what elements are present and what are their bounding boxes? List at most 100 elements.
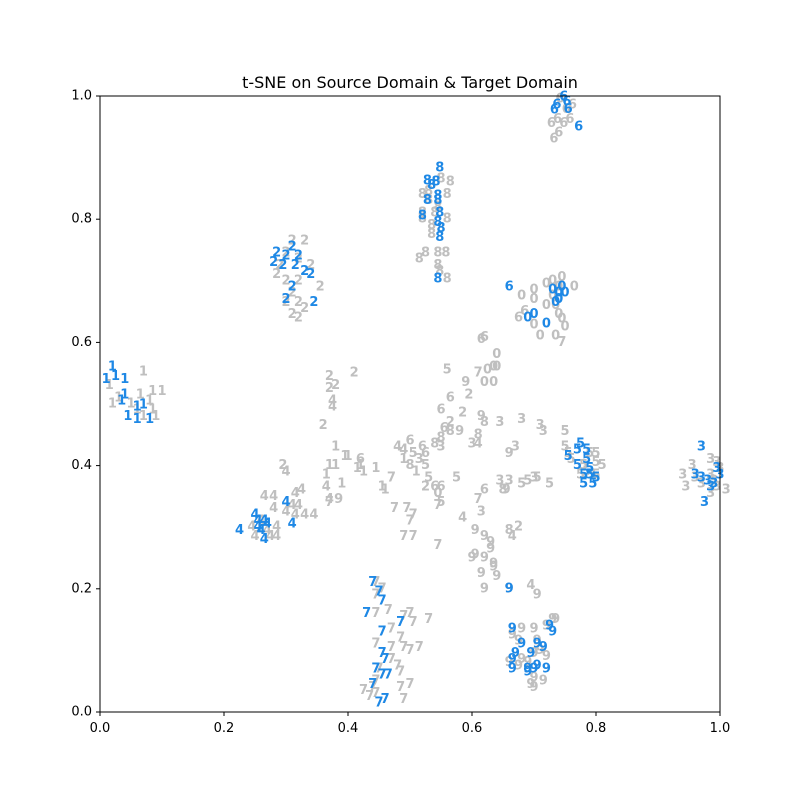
point-digit-3: 3 <box>706 480 715 495</box>
point-digit-9: 9 <box>508 652 517 667</box>
point-digit-7: 7 <box>374 695 383 710</box>
point-digit-2: 2 <box>272 246 281 261</box>
point-digit-1: 1 <box>105 378 114 393</box>
point-digit-2: 2 <box>446 415 455 430</box>
x-tick-label: 0.6 <box>462 721 483 736</box>
point-digit-7: 7 <box>399 640 408 655</box>
point-digit-7: 7 <box>368 680 377 695</box>
point-digit-2: 2 <box>306 258 315 273</box>
point-digit-0: 0 <box>557 270 566 285</box>
point-digit-7: 7 <box>399 692 408 707</box>
point-digit-5: 5 <box>421 458 430 473</box>
point-digit-1: 1 <box>331 440 340 455</box>
x-tick-label: 0.8 <box>586 721 607 736</box>
point-digit-2: 2 <box>300 264 309 279</box>
point-digit-5: 5 <box>585 446 594 461</box>
point-digit-7: 7 <box>396 680 405 695</box>
point-digit-5: 5 <box>579 467 588 482</box>
point-digit-6: 6 <box>356 452 365 467</box>
point-digit-6: 6 <box>559 116 568 131</box>
point-digit-9: 9 <box>533 637 542 652</box>
point-digit-1: 1 <box>322 467 331 482</box>
point-digit-5: 5 <box>424 470 433 485</box>
point-digit-7: 7 <box>378 581 387 596</box>
point-digit-5: 5 <box>443 363 452 378</box>
point-digit-0: 0 <box>433 486 442 501</box>
point-digit-0: 0 <box>557 311 566 326</box>
point-digit-7: 7 <box>374 661 383 676</box>
point-digit-7: 7 <box>378 668 387 683</box>
point-digit-2: 2 <box>294 273 303 288</box>
point-digit-9: 9 <box>508 661 517 676</box>
point-digit-1: 1 <box>133 403 142 418</box>
point-digit-9: 9 <box>548 624 557 639</box>
point-digit-9: 9 <box>505 581 514 596</box>
point-digit-9: 9 <box>477 566 486 581</box>
point-digit-8: 8 <box>443 271 452 286</box>
point-digit-3: 3 <box>691 470 700 485</box>
point-digit-9: 9 <box>529 661 538 676</box>
point-digit-7: 7 <box>399 609 408 624</box>
point-digit-9: 9 <box>514 634 523 649</box>
point-digit-7: 7 <box>384 603 393 618</box>
point-digit-4: 4 <box>474 437 483 452</box>
point-digit-4: 4 <box>260 489 269 504</box>
point-digit-9: 9 <box>486 535 495 550</box>
point-digit-6: 6 <box>553 112 562 127</box>
point-digit-7: 7 <box>474 492 483 507</box>
point-digit-7: 7 <box>371 575 380 590</box>
point-digit-8: 8 <box>498 483 507 498</box>
point-digit-8: 8 <box>421 246 430 261</box>
point-digit-9: 9 <box>523 664 532 679</box>
point-digit-1: 1 <box>353 461 362 476</box>
point-digit-3: 3 <box>706 467 715 482</box>
point-digit-1: 1 <box>356 458 365 473</box>
point-digit-0: 0 <box>551 329 560 344</box>
point-digit-6: 6 <box>421 446 430 461</box>
point-digit-8: 8 <box>423 174 432 189</box>
point-digit-5: 5 <box>591 455 600 470</box>
point-digit-9: 9 <box>480 529 489 544</box>
point-digit-9: 9 <box>542 661 551 676</box>
point-digit-9: 9 <box>517 637 526 652</box>
point-digit-8: 8 <box>427 227 436 242</box>
point-digit-1: 1 <box>139 364 148 379</box>
point-digit-8: 8 <box>480 415 489 430</box>
point-digit-7: 7 <box>396 631 405 646</box>
point-digit-3: 3 <box>712 455 721 470</box>
point-digit-1: 1 <box>325 458 334 473</box>
point-digit-8: 8 <box>433 193 442 208</box>
point-digit-0: 0 <box>517 289 526 304</box>
point-digit-2: 2 <box>278 458 287 473</box>
point-digit-5: 5 <box>545 477 554 492</box>
point-digit-4: 4 <box>328 400 337 415</box>
point-digit-7: 7 <box>390 501 399 516</box>
point-digit-0: 0 <box>554 286 563 301</box>
point-digit-9: 9 <box>511 646 520 661</box>
point-digit-2: 2 <box>278 258 287 273</box>
point-digit-9: 9 <box>517 652 526 667</box>
point-digit-3: 3 <box>467 437 476 452</box>
point-digit-0: 0 <box>560 286 569 301</box>
point-digit-4: 4 <box>291 486 300 501</box>
point-digit-5: 5 <box>588 477 597 492</box>
point-digit-2: 2 <box>306 267 315 282</box>
point-digit-5: 5 <box>517 477 526 492</box>
point-digit-4: 4 <box>300 507 309 522</box>
point-digit-5: 5 <box>582 464 591 479</box>
point-digit-3: 3 <box>436 440 445 455</box>
point-digit-6: 6 <box>477 332 486 347</box>
point-digit-4: 4 <box>291 507 300 522</box>
point-digit-8: 8 <box>415 252 424 267</box>
point-digit-5: 5 <box>564 449 573 464</box>
point-digit-3: 3 <box>697 470 706 485</box>
point-digit-9: 9 <box>526 646 535 661</box>
point-digit-6: 6 <box>552 98 561 113</box>
point-digit-7: 7 <box>368 575 377 590</box>
point-digit-5: 5 <box>576 437 585 452</box>
point-digit-7: 7 <box>433 498 442 513</box>
point-digit-1: 1 <box>120 387 129 402</box>
point-digit-6: 6 <box>446 390 455 405</box>
point-digit-6: 6 <box>480 483 489 498</box>
point-digit-8: 8 <box>436 221 445 236</box>
